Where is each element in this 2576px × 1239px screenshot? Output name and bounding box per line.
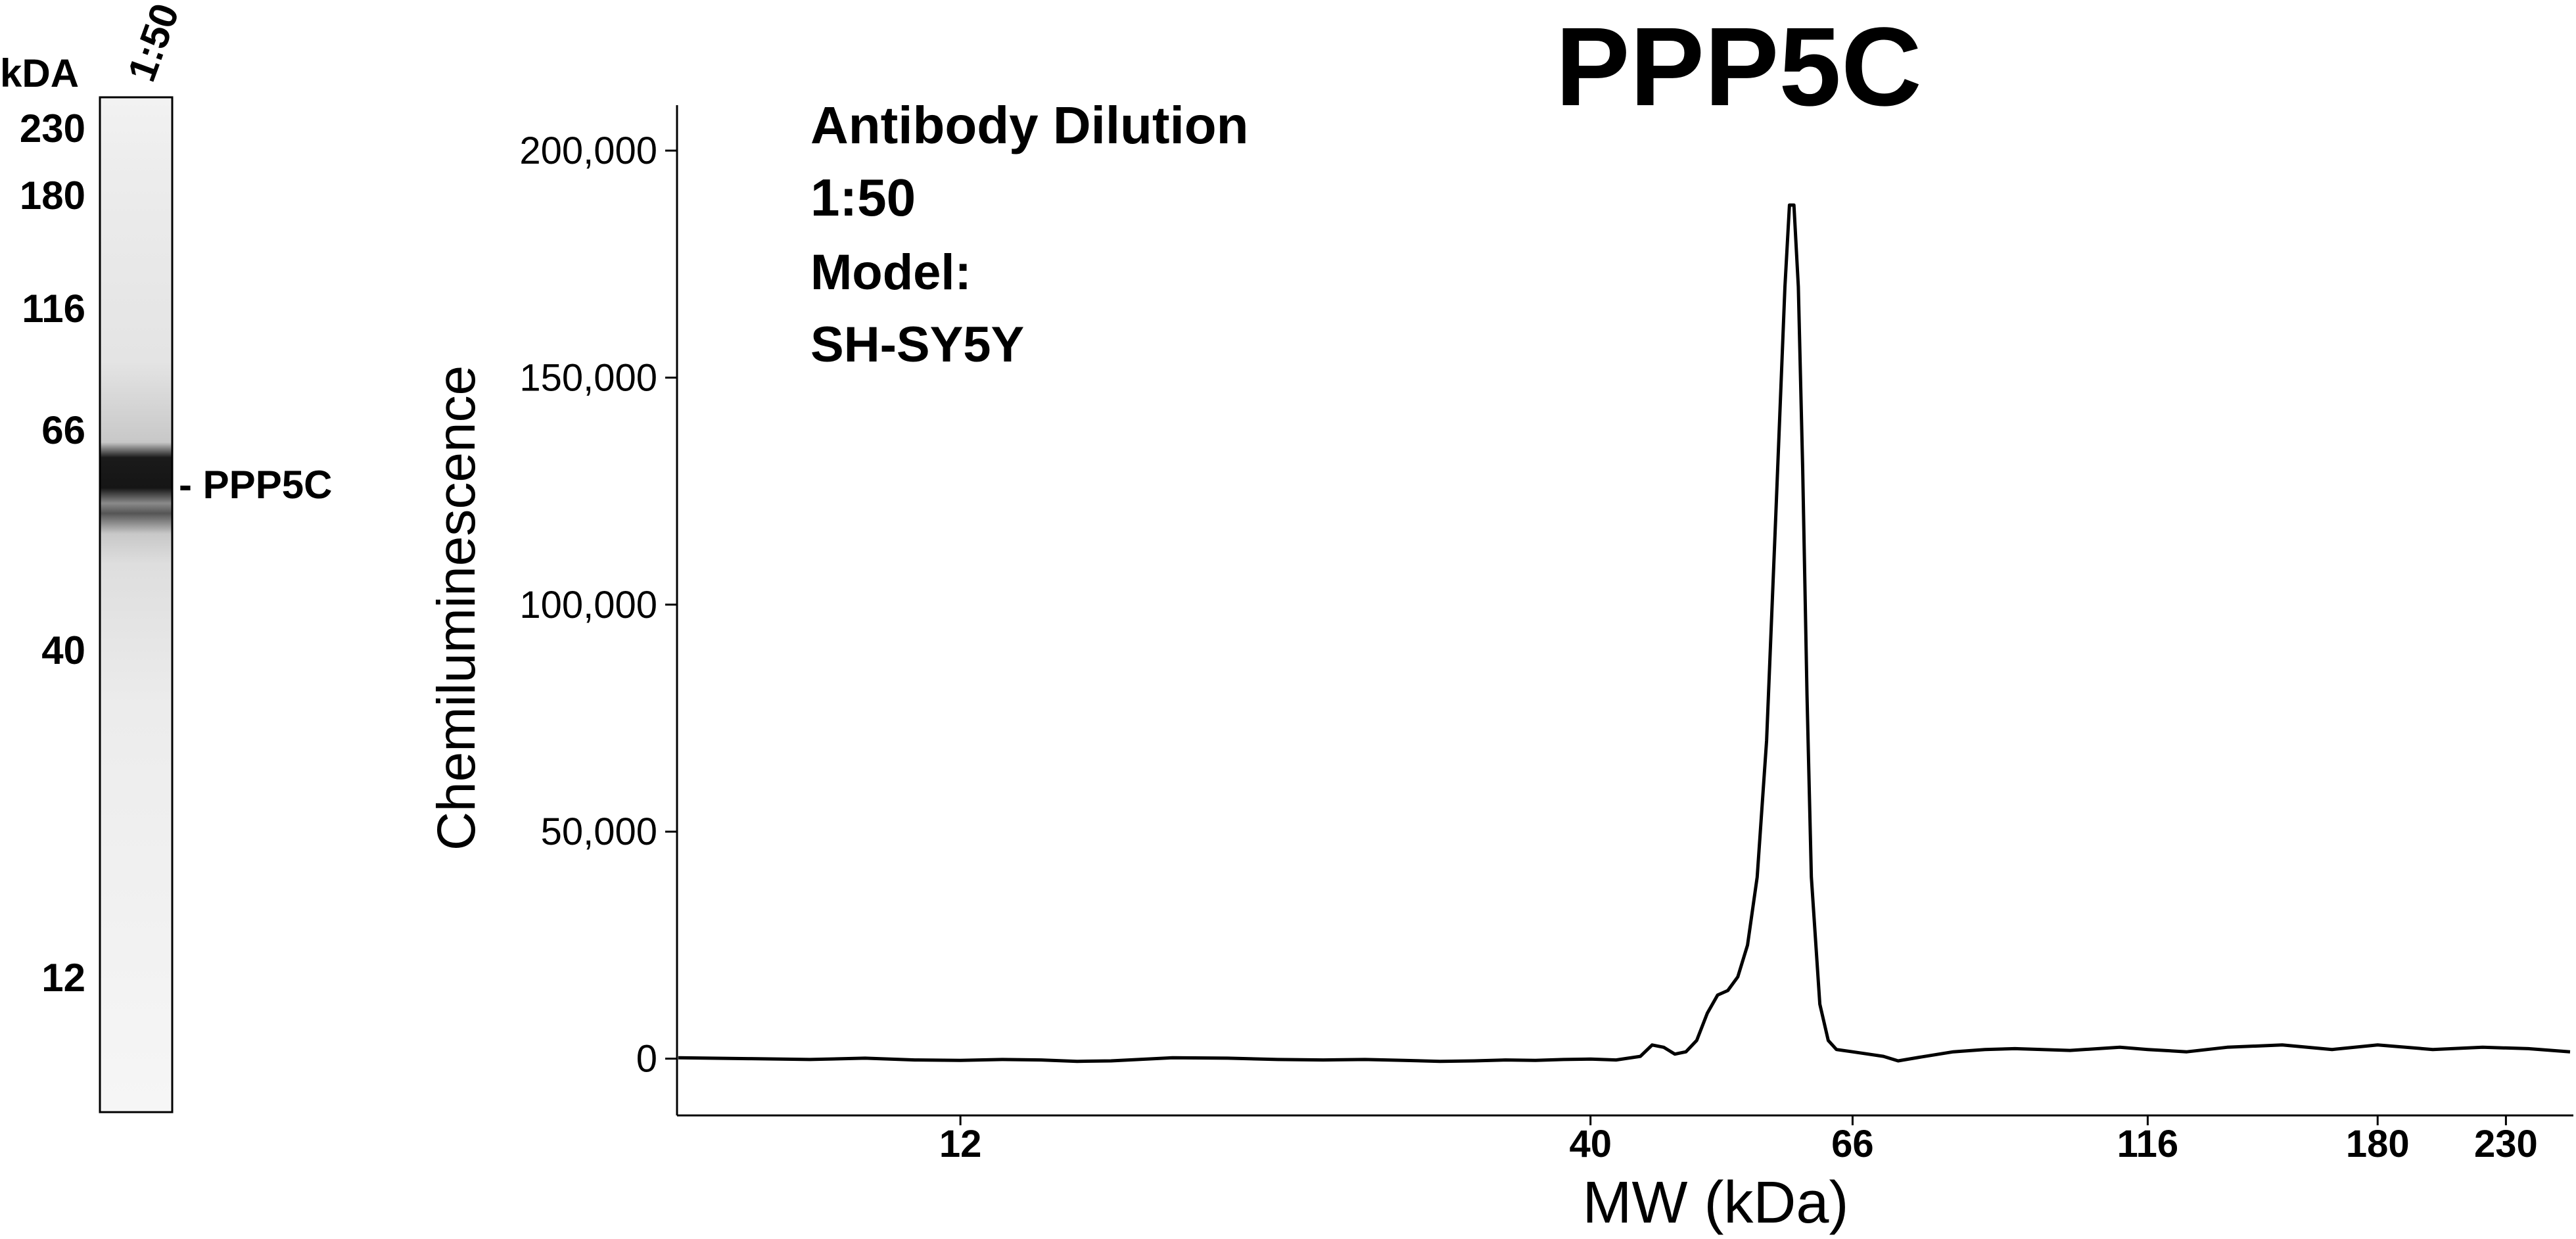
series-line [678,203,2571,1064]
y-tick-label: 0 [636,1038,657,1081]
x-tick-label: 12 [939,1123,982,1165]
blot-lane [99,96,174,1113]
x-tick-label: 40 [1569,1123,1612,1165]
annotation-antibody-dilution: Antibody Dilution [810,96,1249,154]
blot-lane-label: 1:50 [119,0,187,87]
blot-marker-66: 66 [41,408,85,452]
blot-marker-230: 230 [20,106,85,151]
blot-unit-label: kDA [0,51,79,95]
x-tick-label: 230 [2474,1123,2538,1165]
annotation-model-label: Model: [810,245,972,300]
blot-marker-12: 12 [41,956,85,1000]
x-tick-label: 116 [2117,1123,2179,1165]
blot-panel: kDA 1:50 230 180 116 66 40 12 - PPP5C [0,0,332,1113]
electropherogram-chart: PPP5C Antibody Dilution 1:50 Model: SH-S… [427,5,2573,1236]
x-tick-label: 180 [2346,1123,2410,1165]
y-axis-ticks: 0 50,000 100,000 150,000 200,000 [519,129,677,1081]
x-axis-label: MW (kDa) [1583,1170,1849,1236]
annotation-model-value: SH-SY5Y [810,317,1024,373]
blot-marker-180: 180 [20,174,85,218]
y-tick-label: 200,000 [519,129,657,172]
y-axis-label: Chemiluminescence [427,365,486,851]
y-tick-label: 100,000 [519,584,657,626]
annotation-dilution-value: 1:50 [810,168,916,227]
blot-marker-40: 40 [41,628,85,672]
x-tick-label: 66 [1831,1123,1874,1165]
y-tick-label: 150,000 [519,356,657,399]
y-tick-label: 50,000 [541,810,657,853]
blot-band-label: - PPP5C [179,463,332,507]
chart-title: PPP5C [1555,5,1921,129]
blot-marker-116: 116 [22,287,85,331]
x-axis-ticks: 12 40 66 116 180 230 [939,1115,2538,1165]
